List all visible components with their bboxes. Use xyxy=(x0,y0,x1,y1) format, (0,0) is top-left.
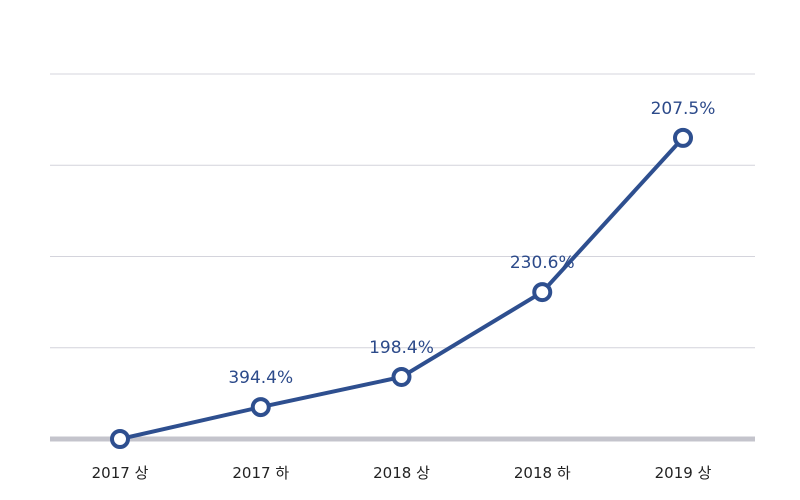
x-tick-label: 2018 하 xyxy=(514,464,571,482)
data-points xyxy=(110,127,693,449)
data-point xyxy=(391,366,412,387)
data-point xyxy=(250,397,271,418)
x-tick-labels: 2017 상 2017 하 2018 상 2018 하 2019 상 xyxy=(92,464,712,482)
data-point xyxy=(110,429,130,449)
data-point xyxy=(673,127,693,148)
data-label: 394.4% xyxy=(228,368,293,388)
data-label: 198.4% xyxy=(369,338,434,358)
data-labels: 394.4% 198.4% 230.6% 207.5% xyxy=(228,99,715,388)
data-label: 207.5% xyxy=(651,99,716,119)
x-tick-label: 2019 상 xyxy=(655,464,712,482)
x-tick-label: 2017 하 xyxy=(232,464,289,482)
data-label: 230.6% xyxy=(510,253,575,273)
x-tick-label: 2018 상 xyxy=(373,464,430,482)
x-tick-label: 2017 상 xyxy=(92,464,149,482)
gridlines xyxy=(50,73,755,349)
data-point xyxy=(532,282,553,303)
series-line xyxy=(119,136,685,441)
